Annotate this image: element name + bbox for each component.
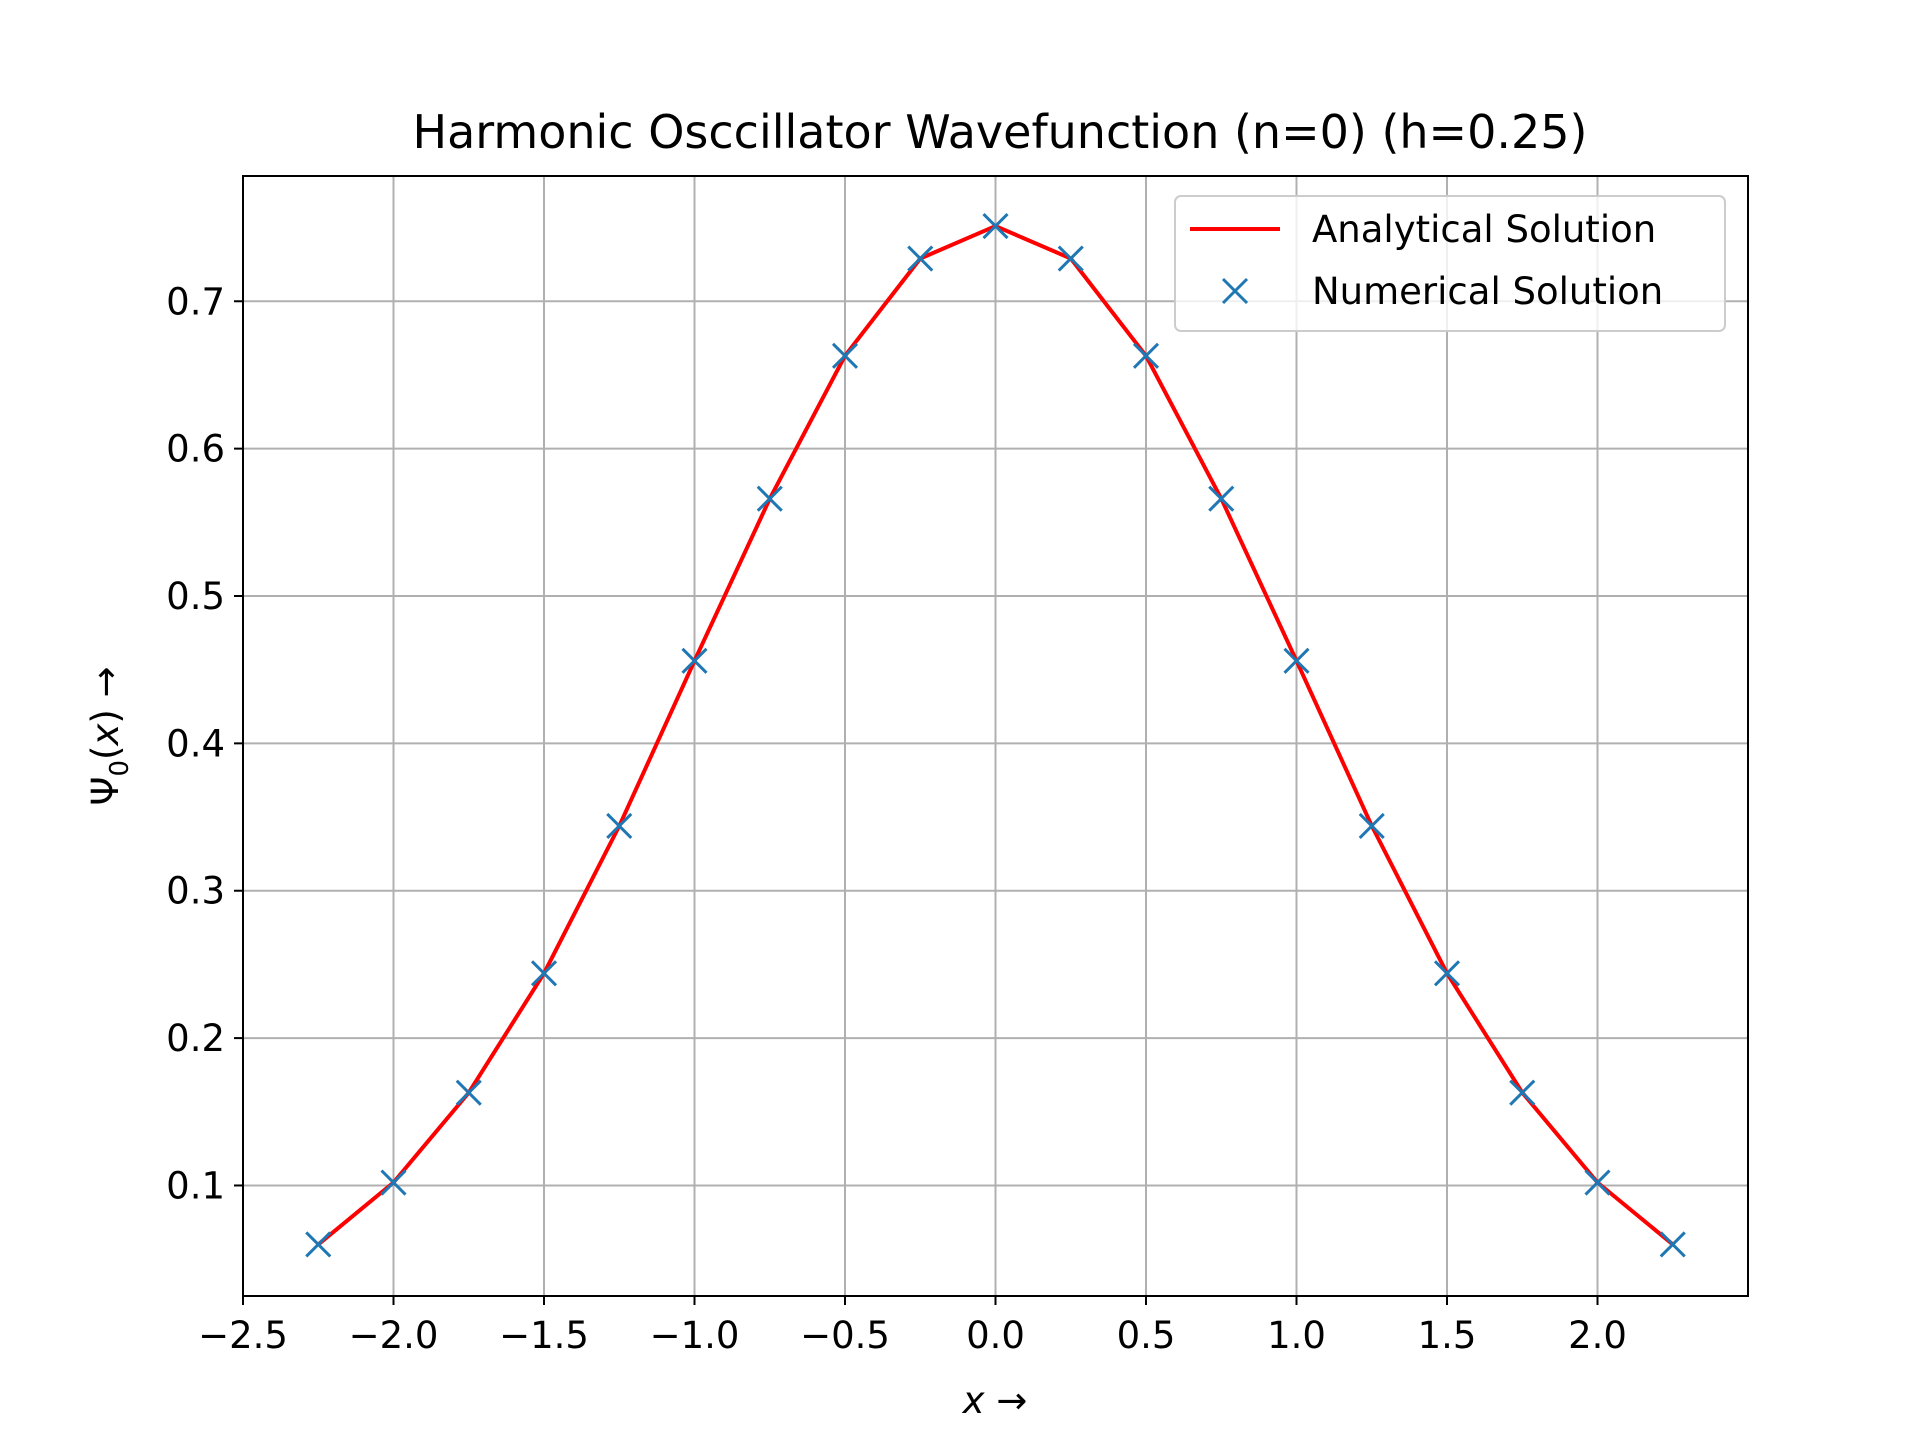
marker-stroke: [907, 245, 934, 272]
chart-title: Harmonic Osccillator Wavefunction (n=0) …: [413, 105, 1588, 159]
y-axis-label-arg: (: [84, 746, 127, 760]
data-point-numerical: [756, 485, 783, 512]
grid: [242, 176, 1748, 1296]
y-tick-label: 0.1: [166, 1164, 225, 1207]
y-tick-label: 0.6: [166, 428, 225, 471]
data-point-numerical: [455, 1079, 482, 1106]
x-tick-label: 0.0: [966, 1314, 1025, 1357]
data-point-numerical: [831, 342, 859, 369]
y-axis-label-tail: ) →: [84, 666, 127, 723]
data-point-numerical: [1433, 960, 1461, 987]
legend-box: [1174, 195, 1726, 332]
marker-stroke: [1433, 960, 1461, 987]
x-tick-label: 1.5: [1418, 1314, 1477, 1357]
data-point-numerical: [681, 647, 708, 674]
data-point-numerical: [530, 960, 558, 987]
data-point-numerical: [907, 245, 934, 272]
y-axis-label: Ψ0(x) →: [84, 666, 135, 805]
y-tick-label: 0.2: [166, 1017, 225, 1060]
y-axis-label-subscript: 0: [105, 760, 135, 777]
legend-marker-numerical: [1221, 277, 1249, 305]
data-point-numerical: [1132, 342, 1160, 369]
marker-stroke: [455, 1079, 482, 1106]
axis-ticks: −2.5 −2.0 −1.5 −1.0 −0.5 0.0 0.5 1.0 1.5 2.0 0.1 0.…: [166, 280, 1627, 1357]
x-tick-label: −2.5: [198, 1314, 288, 1357]
x-tick-label: 2.0: [1568, 1314, 1627, 1357]
marker-stroke: [606, 812, 633, 839]
marker-stroke: [982, 213, 1009, 240]
marker-stroke: [1132, 342, 1160, 369]
y-tick-label: 0.7: [166, 280, 225, 323]
x-tick-label: 0.5: [1117, 1314, 1176, 1357]
data-point-numerical: [982, 213, 1009, 240]
marker-stroke: [530, 960, 558, 987]
x-axis-label-arrow: →: [985, 1379, 1028, 1422]
y-axis-label-psi: Ψ: [84, 776, 127, 805]
x-tick-label: 1.0: [1267, 1314, 1326, 1357]
y-tick-label: 0.3: [166, 870, 225, 913]
data-point-numerical: [380, 1169, 407, 1196]
data-point-numerical: [1358, 812, 1385, 839]
x-tick-label: −1.0: [650, 1314, 740, 1357]
x-tick-label: −1.5: [499, 1314, 589, 1357]
data-point-numerical: [1208, 485, 1235, 512]
data-point-numerical: [1584, 1169, 1611, 1196]
marker-stroke: [1584, 1169, 1611, 1196]
x-tick-label: −0.5: [800, 1314, 890, 1357]
marker-stroke: [1057, 245, 1084, 272]
data-point-numerical: [1659, 1231, 1686, 1258]
legend: Analytical Solution Numerical Solution: [1174, 195, 1726, 332]
marker-stroke: [1659, 1231, 1686, 1258]
marker-stroke: [681, 647, 708, 674]
marker-stroke: [831, 342, 859, 369]
legend-label-numerical: Numerical Solution: [1312, 270, 1663, 313]
marker-stroke: [1358, 812, 1385, 839]
marker-stroke: [380, 1169, 407, 1196]
marker-stroke: [1509, 1079, 1536, 1106]
x-axis-label: x →: [962, 1379, 1028, 1422]
plot-series: [305, 213, 1686, 1258]
marker-stroke: [1208, 485, 1235, 512]
data-point-numerical: [1509, 1079, 1536, 1106]
data-point-numerical: [1057, 245, 1084, 272]
x-tick-label: −2.0: [349, 1314, 439, 1357]
data-point-numerical: [606, 812, 633, 839]
data-point-numerical: [1283, 647, 1310, 674]
marker-stroke: [756, 485, 783, 512]
data-point-numerical: [305, 1231, 332, 1258]
legend-label-analytical: Analytical Solution: [1312, 208, 1656, 251]
y-tick-label: 0.5: [166, 575, 225, 618]
y-tick-label: 0.4: [166, 722, 225, 765]
marker-stroke: [1283, 647, 1310, 674]
marker-stroke: [305, 1231, 332, 1258]
x-axis-label-var: x: [962, 1379, 986, 1422]
y-axis-label-var: x: [84, 723, 127, 747]
